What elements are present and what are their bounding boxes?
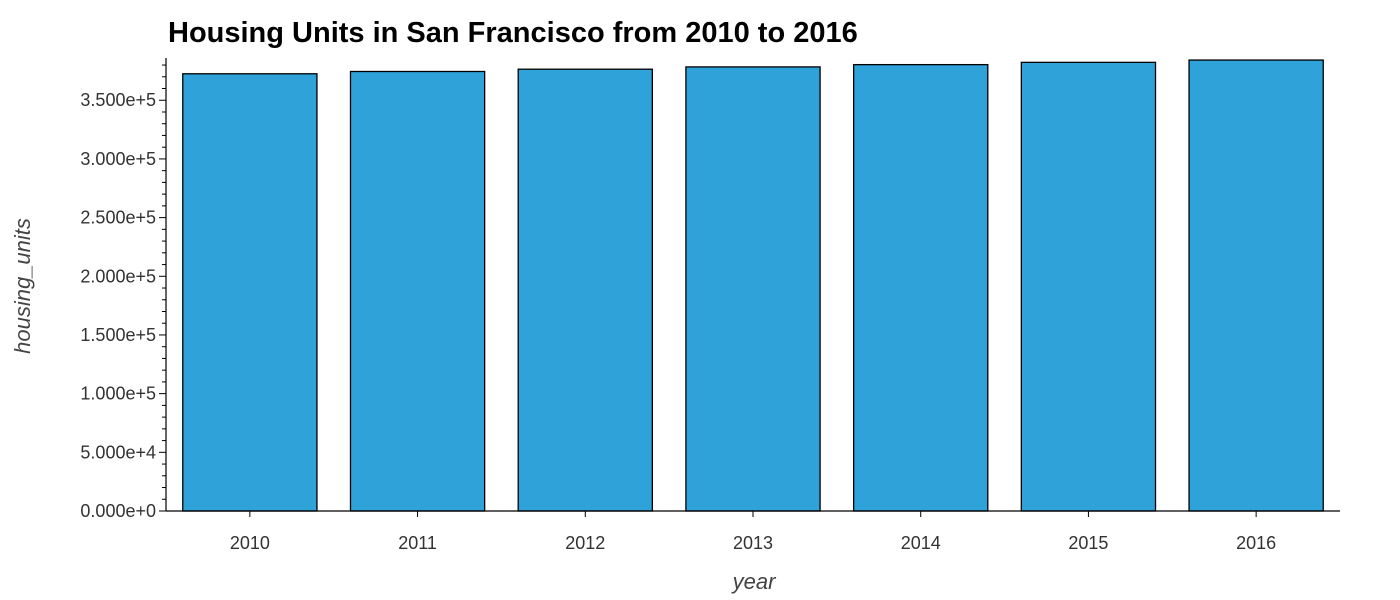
chart-title: Housing Units in San Francisco from 2010… [168, 17, 858, 49]
x-tick-label-2016: 2016 [1236, 533, 1276, 553]
bar-2014 [854, 65, 988, 511]
bar-2012 [518, 69, 652, 511]
x-tick-label-2014: 2014 [901, 533, 941, 553]
x-tick-label-2011: 2011 [398, 533, 437, 553]
y-tick-label: 0.000e+0 [80, 501, 156, 521]
x-tick-label-2015: 2015 [1068, 533, 1108, 553]
y-tick-label: 2.500e+5 [80, 208, 156, 228]
y-tick-label: 1.500e+5 [80, 325, 156, 345]
bar-2015 [1021, 62, 1155, 511]
y-tick-label: 5.000e+4 [80, 442, 156, 462]
x-tick-label-2012: 2012 [565, 533, 605, 553]
y-tick-label: 1.000e+5 [80, 384, 156, 404]
y-axis-title: housing_units [10, 218, 35, 354]
bars-layer [183, 60, 1323, 511]
bar-2010 [183, 74, 317, 511]
y-tick-label: 3.500e+5 [80, 90, 156, 110]
bar-2011 [350, 71, 484, 511]
x-tick-label-2013: 2013 [733, 533, 773, 553]
y-tick-label: 2.000e+5 [80, 266, 156, 286]
bar-2013 [686, 67, 820, 511]
x-axis-title: year [731, 569, 777, 594]
bar-2016 [1189, 60, 1323, 511]
x-tick-label-2010: 2010 [230, 533, 270, 553]
y-tick-label: 3.000e+5 [80, 149, 156, 169]
